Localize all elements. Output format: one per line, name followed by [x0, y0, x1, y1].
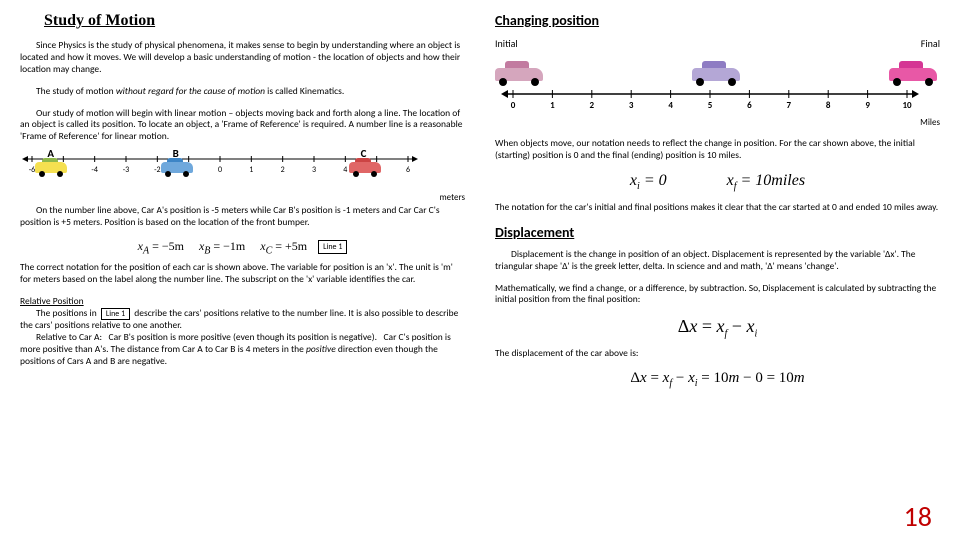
miles-axis: 0 1 2 3 4 5 6 7 8 9 10: [495, 88, 925, 110]
svg-text:3: 3: [629, 100, 634, 110]
intro-p2: The study of motion without regard for t…: [20, 86, 465, 98]
disp-p1: Displacement is the change in position o…: [495, 249, 940, 273]
car-b: B: [161, 159, 193, 177]
car-c: C: [349, 159, 381, 177]
initial-final-labels: Initial Final: [495, 37, 940, 50]
disp-p2: Mathematically, we find a change, or a d…: [495, 283, 940, 307]
right-p2: The notation for the car's initial and f…: [495, 202, 940, 214]
svg-text:6: 6: [747, 100, 752, 110]
numberline-figure: A B C -6-5-4-3-2-10123456 meters: [20, 153, 465, 201]
svg-text:-3: -3: [123, 165, 130, 175]
svg-text:-4: -4: [91, 165, 98, 175]
eq-xi: xi = 0: [630, 172, 667, 192]
svg-text:4: 4: [668, 100, 673, 110]
p5: The correct notation for the position of…: [20, 262, 465, 286]
svg-text:2: 2: [590, 100, 595, 110]
intro-p1-text: Since Physics is the study of physical p…: [20, 39, 460, 75]
svg-text:0: 0: [511, 100, 516, 110]
relative-heading: Relative Position: [20, 295, 84, 307]
svg-text:-6: -6: [29, 165, 36, 175]
xi-xf-equations: xi = 0 xf = 10miles: [495, 172, 940, 192]
timeline-car-0: [495, 64, 543, 86]
svg-text:1: 1: [550, 100, 555, 110]
intro-p1: Since Physics is the study of physical p…: [20, 40, 465, 76]
svg-text:8: 8: [826, 100, 831, 110]
miles-unit: Miles: [495, 117, 940, 128]
intro-p3: Our study of motion will begin with line…: [20, 108, 465, 144]
svg-text:10: 10: [902, 100, 912, 110]
eq-xf: xf = 10miles: [727, 172, 805, 192]
line1-badge: Line 1: [318, 240, 347, 254]
right-p1: When objects move, our notation needs to…: [495, 138, 940, 162]
svg-text:4: 4: [343, 165, 347, 175]
right-title: Changing position: [495, 12, 940, 29]
svg-text:0: 0: [218, 165, 222, 175]
rel-p2-text: Relative to Car A: Car B's position is m…: [20, 331, 451, 367]
svg-text:3: 3: [312, 165, 316, 175]
svg-text:7: 7: [787, 100, 792, 110]
disp-equation: Δx = xf − xi: [495, 316, 940, 340]
relative-position-block: Relative Position The positions in Line …: [20, 296, 465, 367]
right-column: Changing position Initial Final 0 1 2 3 4 5 6 7…: [495, 12, 940, 393]
final-label: Final: [921, 37, 940, 50]
numberline-unit: meters: [439, 192, 465, 203]
svg-text:-2: -2: [154, 165, 161, 175]
svg-text:1: 1: [249, 165, 253, 175]
displacement-heading: Displacement: [495, 224, 940, 241]
timeline-car-2: [889, 64, 937, 86]
page-number: 18: [904, 499, 932, 534]
position-equations: xA = −5m xB = −1m xC = +5m Line 1: [20, 239, 465, 256]
left-title: Study of Motion: [44, 12, 465, 30]
svg-text:5: 5: [708, 100, 713, 110]
initial-label: Initial: [495, 37, 518, 50]
svg-text:6: 6: [406, 165, 410, 175]
svg-text:9: 9: [865, 100, 870, 110]
p4: On the number line above, Car A's positi…: [20, 205, 465, 229]
svg-text:2: 2: [281, 165, 285, 175]
car-a: A: [35, 159, 67, 177]
disp-p3: The displacement of the car above is:: [495, 348, 940, 360]
left-column: Study of Motion Since Physics is the stu…: [20, 12, 465, 393]
timeline-car-1: [692, 64, 740, 86]
car-row-figure: [495, 52, 940, 86]
disp-equation-2: Δx = xf − xi = 10m − 0 = 10m: [495, 370, 940, 389]
